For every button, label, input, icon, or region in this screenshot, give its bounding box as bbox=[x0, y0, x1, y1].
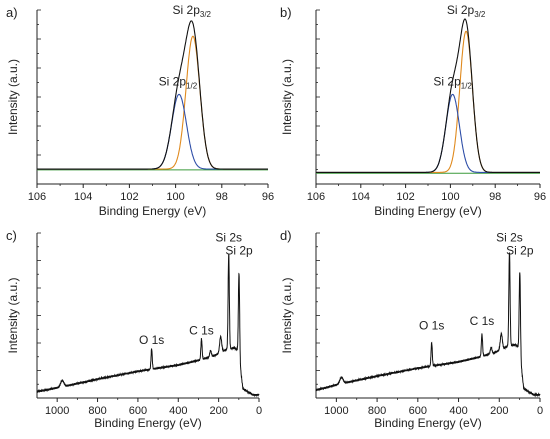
x-axis-label: Binding Energy (eV) bbox=[374, 204, 481, 218]
survey-spectrum-line bbox=[36, 253, 260, 398]
survey-spectrum-line bbox=[315, 252, 541, 398]
x-tick-label: 600 bbox=[129, 405, 147, 417]
panel-a: 106 104 102 100 98 96 Binding Energy (eV) Inten… bbox=[6, 3, 274, 218]
x-tick-label: 96 bbox=[534, 191, 546, 203]
y-axis-label: Intensity (a.u.) bbox=[280, 59, 294, 135]
x-tick-label: 104 bbox=[74, 191, 92, 203]
peak-annotation: C 1s bbox=[189, 323, 214, 337]
x-tick-label: 102 bbox=[120, 191, 138, 203]
x-tick-label: 104 bbox=[352, 191, 370, 203]
x-tick-label: 98 bbox=[489, 191, 501, 203]
x-tick-label: 400 bbox=[449, 405, 467, 417]
peak-annotation: Si 2p bbox=[506, 243, 534, 257]
peak-annotation: C 1s bbox=[470, 314, 495, 328]
component-line-3-2 bbox=[316, 30, 540, 173]
x-tick-label: 800 bbox=[88, 405, 106, 417]
envelope-line bbox=[37, 20, 268, 170]
x-tick-label: 96 bbox=[262, 191, 274, 203]
panel-label: d) bbox=[280, 228, 292, 243]
x-tick-label: 98 bbox=[216, 191, 228, 203]
x-tick-label: 200 bbox=[490, 405, 508, 417]
component-line-3-2 bbox=[37, 35, 268, 170]
panel-label: b) bbox=[280, 5, 292, 20]
peak-annotation: Si 2p3/2 bbox=[447, 3, 486, 19]
peak-annotation: Si 2p bbox=[225, 243, 253, 257]
panel-b: 106 104 102 100 98 96 Binding Energy (eV) Inten… bbox=[280, 3, 546, 218]
x-axis-label: Binding Energy (eV) bbox=[94, 416, 201, 430]
peak-annotation: Si 2p1/2 bbox=[159, 74, 198, 90]
x-tick-label: 1000 bbox=[324, 405, 348, 417]
y-axis-label: Intensity (a.u.) bbox=[6, 59, 20, 135]
x-tick-label: 100 bbox=[166, 191, 184, 203]
x-tick-label: 106 bbox=[307, 191, 325, 203]
panel-label: a) bbox=[6, 5, 18, 20]
panel-label: c) bbox=[6, 228, 17, 243]
panel-c: 1000 800 600 400 200 0 Binding Energy (eV) Inte… bbox=[6, 228, 262, 430]
x-tick-label: 200 bbox=[209, 405, 227, 417]
y-axis-label: Intensity (a.u.) bbox=[6, 277, 20, 353]
peak-annotation: Si 2s bbox=[496, 231, 523, 245]
component-line-1-2 bbox=[37, 93, 268, 170]
x-tick-label: 0 bbox=[537, 405, 543, 417]
peak-annotation: O 1s bbox=[139, 333, 164, 347]
x-tick-label: 100 bbox=[441, 191, 459, 203]
peak-annotation: Si 2s bbox=[215, 231, 242, 245]
x-axis-label: Binding Energy (eV) bbox=[374, 416, 481, 430]
panel-d: 1000 800 600 400 200 0 Binding Energy (eV) Inte… bbox=[280, 228, 543, 430]
peak-annotation: Si 2p3/2 bbox=[173, 3, 212, 19]
x-tick-label: 106 bbox=[28, 191, 46, 203]
x-tick-label: 102 bbox=[396, 191, 414, 203]
x-tick-label: 600 bbox=[409, 405, 427, 417]
x-tick-label: 0 bbox=[256, 405, 262, 417]
peak-annotation: Si 2p1/2 bbox=[433, 74, 472, 90]
peak-annotation: O 1s bbox=[419, 319, 444, 333]
x-tick-label: 800 bbox=[368, 405, 386, 417]
x-axis-label: Binding Energy (eV) bbox=[99, 204, 206, 218]
x-tick-label: 400 bbox=[169, 405, 187, 417]
component-line-1-2 bbox=[316, 93, 540, 173]
x-tick-label: 1000 bbox=[45, 405, 69, 417]
y-axis-label: Intensity (a.u.) bbox=[280, 277, 294, 353]
envelope-line bbox=[316, 18, 540, 173]
